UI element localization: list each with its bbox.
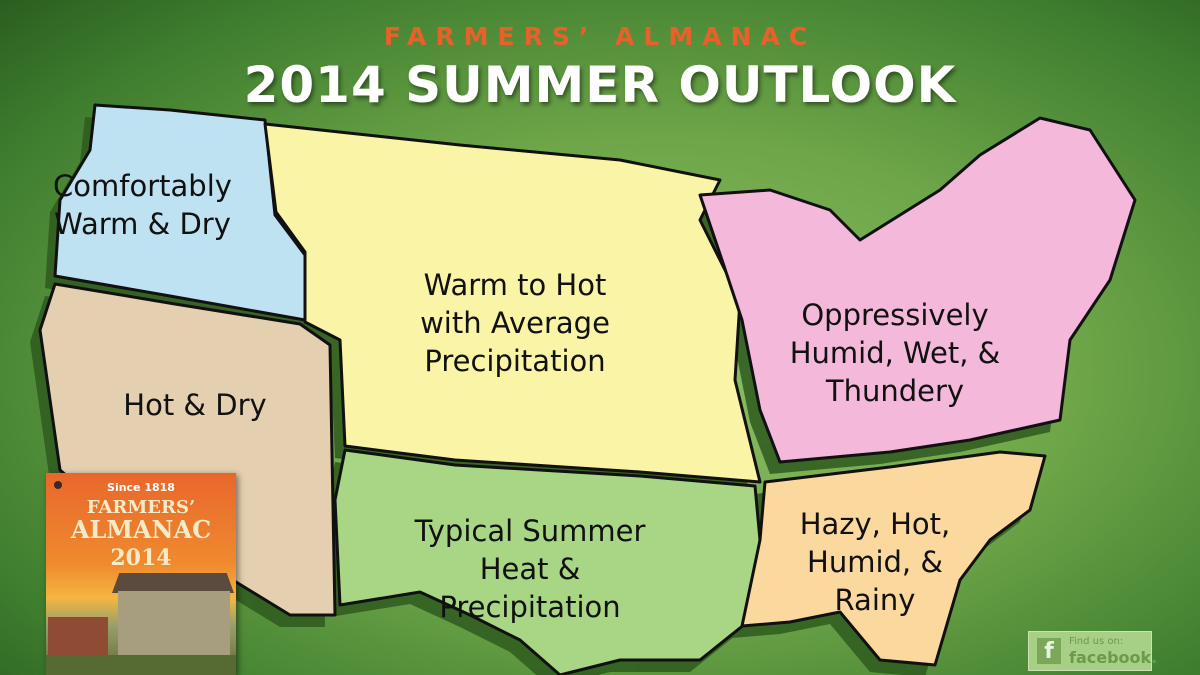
brand-title: FARMERS’ ALMANAC	[383, 22, 817, 51]
region-label-north-central: Warm to Hot with Average Precipitation	[420, 268, 610, 378]
facebook-icon: f	[1037, 638, 1061, 664]
region-label-northeast: Oppressively Humid, Wet, & Thundery	[789, 298, 1001, 408]
region-label-southwest: Hot & Dry	[123, 388, 267, 422]
region-southwest	[38, 282, 337, 617]
region-label-northwest: Comfortably Warm & Dry	[53, 169, 232, 241]
house-image	[118, 591, 230, 657]
barn-image	[48, 617, 108, 657]
region-northeast	[698, 116, 1137, 464]
region-north-central	[263, 122, 762, 484]
facebook-badge[interactable]: f Find us on: facebook.	[1028, 631, 1157, 671]
facebook-line2: facebook.	[1069, 648, 1158, 667]
region-southeast	[740, 450, 1047, 667]
almanac-cover: Since 1818 FARMERS’ ALMANAC 2014	[46, 473, 236, 675]
page-title: 2014 SUMMER OUTLOOK	[243, 56, 957, 114]
cover-title: FARMERS’ ALMANAC	[46, 497, 236, 544]
house-roof	[112, 573, 234, 593]
region-south-central	[333, 448, 762, 675]
hole-punch	[54, 481, 62, 489]
facebook-line1: Find us on:	[1069, 636, 1124, 647]
cover-since: Since 1818	[107, 481, 175, 494]
region-label-south-central: Typical Summer Heat & Precipitation	[414, 514, 646, 624]
cover-line1: FARMERS’	[86, 497, 196, 518]
grass	[46, 655, 236, 675]
cover-year: 2014	[110, 545, 172, 571]
cover-line2: ALMANAC	[70, 515, 212, 544]
region-label-southeast: Hazy, Hot, Humid, & Rainy	[799, 507, 951, 617]
